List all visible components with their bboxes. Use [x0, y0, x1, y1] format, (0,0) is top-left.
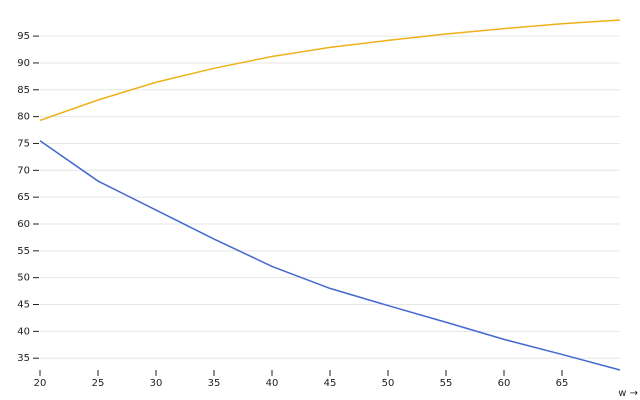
x-tick-label: 40: [266, 378, 279, 389]
x-tick-label: 55: [440, 378, 453, 389]
y-tick-label: 55: [17, 246, 30, 257]
y-tick-label: 70: [17, 165, 30, 176]
y-tick-label: 50: [17, 273, 30, 284]
x-tick-label: 60: [498, 378, 511, 389]
y-tick-label: 75: [17, 138, 30, 149]
y-tick-label: 40: [17, 326, 30, 337]
line: [39, 19, 621, 122]
x-tick-label: 20: [34, 378, 47, 389]
x-tick-label: 50: [382, 378, 395, 389]
y-tick-label: 35: [17, 353, 30, 364]
y-tick-label: 45: [17, 300, 30, 311]
x-tick-label: 30: [150, 378, 163, 389]
y-tick-label: 85: [17, 85, 30, 96]
x-tick-label: 45: [324, 378, 337, 389]
x-tick-label: 25: [92, 378, 105, 389]
y-tick-label: 60: [17, 219, 30, 230]
y-tick-label: 90: [17, 58, 30, 69]
y-tick-label: 95: [17, 31, 30, 42]
x-tick-label: 65: [556, 378, 569, 389]
y-tick-label: 65: [17, 192, 30, 203]
x-axis-label: w →: [618, 388, 638, 399]
y-tick-label: 80: [17, 112, 30, 123]
line: [39, 140, 621, 371]
x-tick-label: 35: [208, 378, 221, 389]
